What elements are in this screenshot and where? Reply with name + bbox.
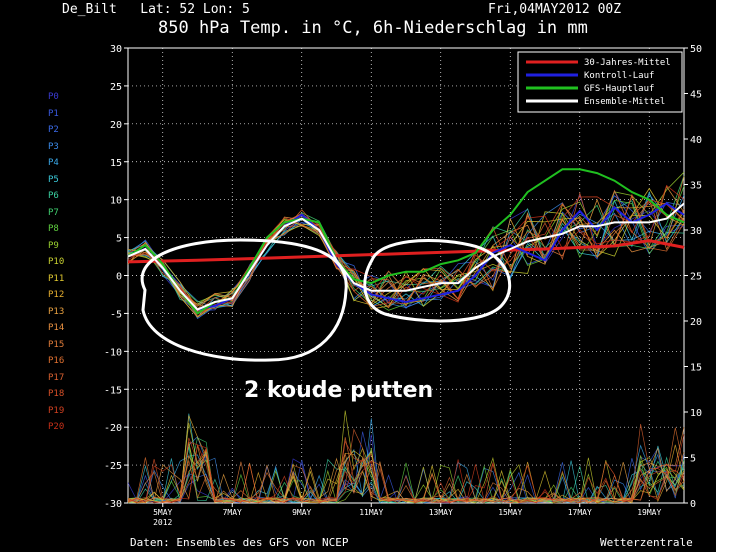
x-tick-label: 11MAY: [359, 508, 383, 517]
member-label: P10: [48, 257, 65, 267]
chart-title: 850 hPa Temp. in °C, 6h-Niederschlag in …: [158, 18, 588, 38]
member-label: P19: [48, 405, 65, 416]
y-tick-label-right: 0: [690, 499, 696, 510]
y-tick-label-left: 5: [116, 234, 122, 245]
precip-line: [127, 427, 685, 504]
y-tick-label-right: 45: [690, 90, 702, 101]
y-tick-label-left: 30: [110, 44, 122, 55]
member-label: P4: [48, 158, 59, 168]
member-label: P8: [48, 224, 59, 234]
member-label: P15: [48, 339, 65, 350]
y-tick-label-right: 30: [690, 226, 702, 237]
legend-label: Ensemble-Mittel: [584, 97, 665, 107]
location-label: De_Bilt Lat: 52 Lon: 5: [62, 2, 250, 17]
member-label: P17: [48, 372, 65, 383]
y-tick-label-right: 50: [690, 44, 702, 55]
x-tick-label: 15MAY: [498, 508, 522, 517]
precipitation-lines: [127, 410, 685, 504]
member-line: [127, 185, 685, 307]
y-tick-label-right: 10: [690, 408, 702, 419]
member-line: [127, 184, 685, 315]
y-tick-label-right: 5: [690, 454, 696, 465]
y-tick-label-left: 20: [110, 120, 122, 131]
series-line: [127, 239, 685, 264]
brand-label: Wetterzentrale: [600, 536, 693, 549]
y-tick-label-right: 40: [690, 135, 702, 146]
member-label: P1: [48, 108, 59, 119]
member-label: P7: [48, 207, 59, 218]
y-tick-label-left: -10: [104, 347, 122, 358]
cold-dip-circles: [140, 238, 512, 362]
ensemble-chart: 302520151050-5-10-15-20-25-3050454035302…: [104, 44, 702, 527]
legend-label: 30-Jahres-Mittel: [584, 58, 671, 68]
y-tick-label-left: -15: [104, 385, 122, 396]
y-tick-label-left: -20: [104, 423, 122, 434]
series-line: [127, 202, 685, 311]
member-label: P11: [48, 273, 65, 284]
precip-line: [127, 444, 685, 504]
x-tick-label: 19MAY: [637, 508, 661, 517]
precip-line: [127, 437, 685, 504]
cold-dip-circle-2: [363, 238, 512, 323]
legend: 30-Jahres-Mittel Kontroll-Lauf GFS-Hauptla…: [517, 51, 683, 113]
annotation-text: 2 koude putten: [244, 378, 434, 403]
member-label: P3: [48, 141, 59, 152]
x-tick-label: 5MAY: [153, 508, 172, 517]
member-line: [127, 195, 685, 309]
member-label: P12: [48, 290, 65, 300]
member-label: P16: [48, 356, 65, 366]
member-label: P2: [48, 125, 59, 135]
y-tick-label-left: 10: [110, 196, 122, 207]
x-tick-label: 13MAY: [429, 508, 453, 517]
run-date-label: Fri,04MAY2012 00Z: [488, 2, 622, 17]
source-credit: Daten: Ensembles des GFS von NCEP: [130, 536, 349, 549]
series-line: [127, 202, 685, 311]
member-label: P20: [48, 422, 65, 432]
member-label: P6: [48, 191, 59, 201]
main-series: [127, 168, 685, 315]
member-label: P9: [48, 240, 59, 251]
y-tick-label-left: -25: [104, 461, 122, 472]
y-tick-label-right: 35: [690, 181, 702, 192]
x-tick-label: 9MAY: [292, 508, 311, 517]
member-line: [127, 199, 685, 310]
y-tick-label-left: 25: [110, 82, 122, 93]
legend-label: GFS-Hauptlauf: [584, 84, 654, 94]
member-label: P0: [48, 92, 59, 102]
precip-line: [127, 418, 685, 504]
member-label: P18: [48, 389, 65, 399]
member-label: P5: [48, 174, 59, 185]
x-tick-label: 17MAY: [568, 508, 592, 517]
precip-line: [127, 434, 685, 504]
y-tick-label-left: -30: [104, 499, 122, 510]
chart-frame: 30 25 20 15 10 5 0 -5 -10 -15 -20 -25 -30 50 45 40 35 30 2…: [0, 0, 716, 552]
y-tick-label-right: 20: [690, 317, 702, 328]
y-tick-label-left: 15: [110, 158, 122, 169]
y-tick-label-left: -5: [110, 309, 122, 320]
y-tick-label-left: 0: [116, 272, 122, 283]
y-tick-label-right: 25: [690, 272, 702, 283]
precip-line: [127, 441, 685, 504]
legend-label: Kontroll-Lauf: [584, 71, 654, 81]
precip-line: [127, 410, 685, 504]
member-label: P13: [48, 306, 65, 317]
precip-line: [127, 445, 685, 504]
y-tick-label-right: 15: [690, 363, 702, 374]
cold-dip-circle-1: [140, 238, 348, 362]
precip-line: [127, 442, 685, 504]
precip-line: [127, 437, 685, 504]
x-tick-label: 7MAY: [223, 508, 242, 517]
x-tick-sublabel: 2012: [153, 518, 172, 527]
precip-line: [127, 423, 685, 504]
member-label: P14: [48, 323, 65, 333]
